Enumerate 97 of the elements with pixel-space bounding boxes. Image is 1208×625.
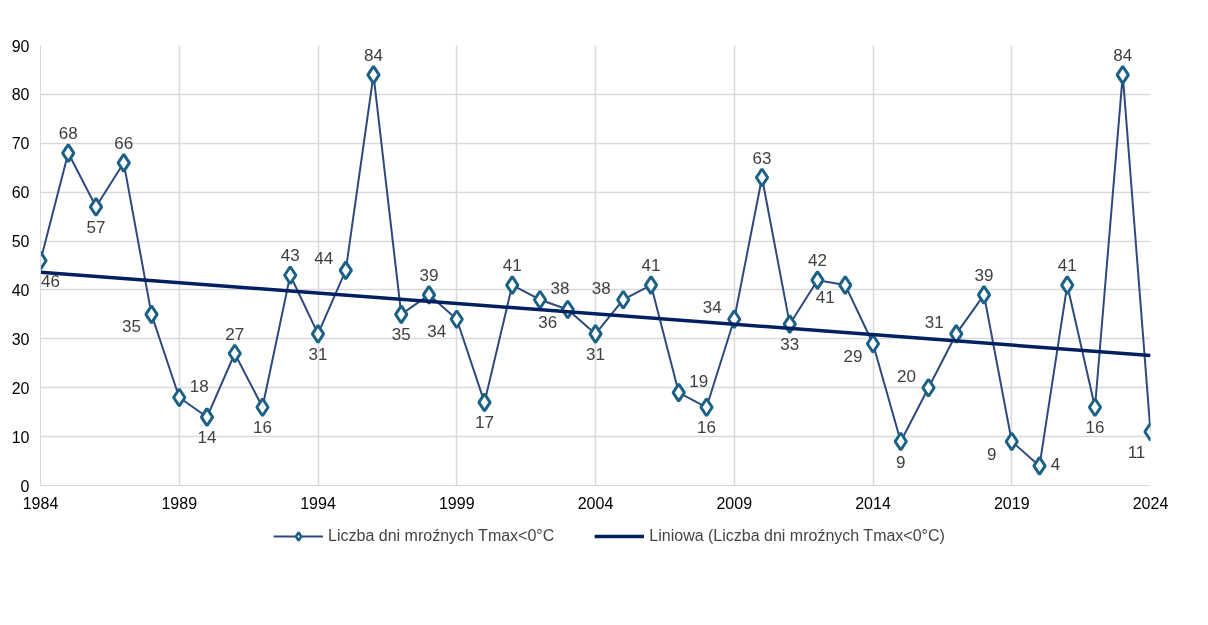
x-tick-label: 2019 <box>993 494 1030 512</box>
data-label: 44 <box>314 249 334 269</box>
data-label: 11 <box>1127 442 1146 462</box>
point <box>338 260 353 281</box>
data-label: 31 <box>308 344 328 364</box>
x-tick-label: 1999 <box>438 494 475 512</box>
data-label: 84 <box>1113 45 1133 65</box>
data-label: 35 <box>122 317 141 337</box>
point <box>616 289 631 310</box>
point <box>1060 275 1075 296</box>
point <box>283 265 298 286</box>
point <box>116 152 131 173</box>
y-tick-label: 20 <box>11 379 30 397</box>
data-label: 39 <box>974 265 994 285</box>
point <box>394 304 409 325</box>
point <box>893 431 908 452</box>
point <box>754 167 770 188</box>
data-label: 43 <box>280 246 300 266</box>
data-label: 41 <box>1057 256 1077 276</box>
point <box>227 343 242 364</box>
data-label: 9 <box>987 444 997 464</box>
x-tick-label: 2024 <box>1132 494 1169 512</box>
data-label: 4 <box>1050 454 1061 474</box>
data-label: 35 <box>391 325 411 345</box>
legend-label: Liczba dni mroźnych Tmax<0°C <box>328 527 555 545</box>
point <box>810 270 825 291</box>
data-label: 9 <box>896 452 906 472</box>
legend-label: Liniowa (Liczba dni mroźnych Tmax<0°C) <box>649 527 945 545</box>
point <box>505 275 520 296</box>
data-label: 36 <box>538 312 558 332</box>
point <box>1087 397 1103 418</box>
point <box>838 275 853 296</box>
x-tick-label: 1984 <box>22 494 59 512</box>
data-label: 27 <box>225 324 245 344</box>
point <box>61 143 76 164</box>
point <box>421 284 437 305</box>
data-label: 68 <box>58 124 78 144</box>
data-label: 41 <box>641 256 661 276</box>
data-label: 41 <box>502 256 522 276</box>
data-label: 29 <box>843 346 863 366</box>
point <box>671 382 686 403</box>
point <box>699 397 714 418</box>
point <box>921 377 936 398</box>
point <box>1115 64 1130 85</box>
x-tick-label: 2004 <box>577 494 614 512</box>
data-label: 16 <box>253 418 272 438</box>
point <box>477 392 492 413</box>
data-label: 41 <box>815 288 835 308</box>
data-label: 38 <box>591 278 611 298</box>
point <box>976 284 992 305</box>
point <box>255 397 270 418</box>
point <box>172 387 187 408</box>
y-tick-label: 80 <box>11 86 30 104</box>
data-label: 14 <box>197 428 217 448</box>
data-label: 16 <box>1085 418 1105 438</box>
y-tick-label: 70 <box>11 135 30 153</box>
y-tick-label: 90 <box>11 37 30 55</box>
data-label: 34 <box>427 322 447 342</box>
point <box>144 304 159 325</box>
x-tick-label: 2014 <box>855 494 891 512</box>
y-tick-label: 50 <box>11 233 30 251</box>
y-tick-label: 60 <box>11 184 30 202</box>
data-label: 38 <box>550 278 570 298</box>
point <box>1032 455 1047 476</box>
point <box>199 407 215 428</box>
data-label: 16 <box>697 418 716 438</box>
data-label: 39 <box>419 265 439 285</box>
data-label: 46 <box>41 271 60 291</box>
x-tick-label: 1989 <box>161 494 198 512</box>
x-tick-label: 1994 <box>300 494 336 512</box>
data-label: 57 <box>86 217 106 237</box>
data-label: 31 <box>924 312 944 332</box>
data-label: 42 <box>808 251 827 271</box>
data-label: 84 <box>364 45 383 65</box>
data-label: 34 <box>702 298 722 318</box>
y-tick-label: 10 <box>11 428 30 446</box>
point <box>865 333 881 354</box>
point <box>643 275 659 296</box>
point <box>366 64 381 85</box>
point <box>532 289 548 310</box>
data-label: 18 <box>189 376 209 396</box>
point <box>449 309 464 330</box>
data-label: 31 <box>586 344 605 364</box>
point <box>88 196 104 217</box>
point <box>310 323 326 344</box>
data-label: 17 <box>475 413 494 433</box>
data-label: 19 <box>689 371 709 391</box>
data-label: 20 <box>897 366 916 386</box>
data-label: 63 <box>752 148 772 168</box>
y-tick-label: 0 <box>20 477 30 495</box>
point <box>1004 431 1019 452</box>
point <box>588 323 603 344</box>
y-tick-label: 30 <box>11 330 30 348</box>
y-tick-label: 40 <box>11 281 30 299</box>
data-label: 33 <box>780 335 800 355</box>
data-label: 66 <box>114 133 134 153</box>
x-tick-label: 2009 <box>716 494 753 512</box>
